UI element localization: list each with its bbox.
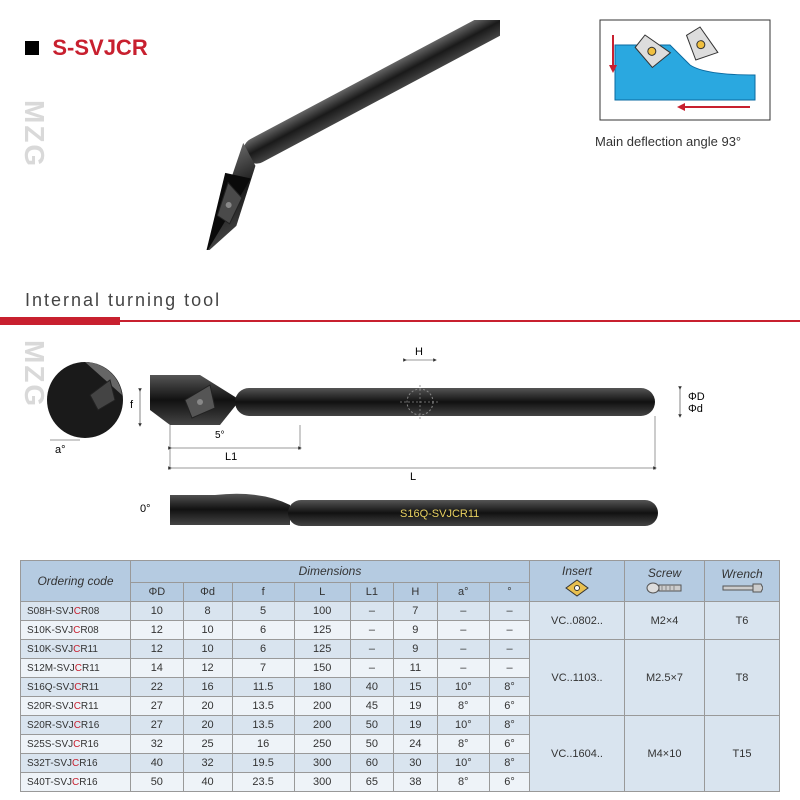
screw-cell: M2.5×7 bbox=[625, 640, 705, 716]
th-ordering: Ordering code bbox=[21, 561, 131, 602]
code-cell: S08H-SVJCR08 bbox=[21, 602, 131, 621]
screw-icon bbox=[645, 580, 685, 596]
code-cell: S16Q-SVJCR11 bbox=[21, 678, 131, 697]
technical-diagram: a° H ΦD Φd f 5° L1 L 0° S16Q-SVJCR11 bbox=[40, 340, 760, 550]
tool-photo bbox=[80, 20, 500, 250]
deflection-label: Main deflection angle 93° bbox=[595, 134, 775, 149]
model-label: S16Q-SVJCR11 bbox=[400, 508, 479, 520]
wrench-cell: T6 bbox=[705, 602, 780, 640]
insert-cell: VC..1103.. bbox=[530, 640, 625, 716]
table-row: S08H-SVJCR081085100–7––VC..0802..M2×4T6 bbox=[21, 602, 780, 621]
svg-text:Φd: Φd bbox=[688, 403, 703, 415]
svg-text:L1: L1 bbox=[225, 451, 237, 463]
screw-cell: M4×10 bbox=[625, 716, 705, 792]
screw-cell: M2×4 bbox=[625, 602, 705, 640]
th-dimensions: Dimensions bbox=[131, 561, 530, 583]
spec-table: Ordering code Dimensions Insert Screw Wr… bbox=[20, 560, 780, 792]
insert-icon bbox=[562, 578, 592, 598]
svg-text:L: L bbox=[410, 471, 416, 483]
watermark: MZG bbox=[18, 100, 50, 168]
th-insert: Insert bbox=[530, 561, 625, 602]
svg-text:5°: 5° bbox=[215, 430, 225, 441]
code-cell: S40T-SVJCR16 bbox=[21, 773, 131, 792]
wrench-icon bbox=[721, 581, 763, 595]
svg-text:0°: 0° bbox=[140, 503, 151, 515]
bullet-icon bbox=[25, 41, 39, 55]
wrench-cell: T8 bbox=[705, 640, 780, 716]
wrench-cell: T15 bbox=[705, 716, 780, 792]
code-cell: S12M-SVJCR11 bbox=[21, 659, 131, 678]
code-cell: S25S-SVJCR16 bbox=[21, 735, 131, 754]
code-cell: S20R-SVJCR16 bbox=[21, 716, 131, 735]
section-title: Internal turning tool bbox=[25, 290, 221, 311]
dim-a: a° bbox=[55, 444, 66, 456]
svg-text:ΦD: ΦD bbox=[688, 391, 705, 403]
insert-cell: VC..0802.. bbox=[530, 602, 625, 640]
th-screw: Screw bbox=[625, 561, 705, 602]
dim-H: H bbox=[415, 346, 423, 358]
code-cell: S32T-SVJCR16 bbox=[21, 754, 131, 773]
table-row: S10K-SVJCR1112106125–9––VC..1103..M2.5×7… bbox=[21, 640, 780, 659]
table-row: S20R-SVJCR16272013.5200501910°8°VC..1604… bbox=[21, 716, 780, 735]
th-wrench: Wrench bbox=[705, 561, 780, 602]
insert-cell: VC..1604.. bbox=[530, 716, 625, 792]
code-cell: S20R-SVJCR11 bbox=[21, 697, 131, 716]
deflection-diagram: Main deflection angle 93° bbox=[595, 15, 775, 149]
code-cell: S10K-SVJCR11 bbox=[21, 640, 131, 659]
code-cell: S10K-SVJCR08 bbox=[21, 621, 131, 640]
divider bbox=[0, 320, 800, 322]
svg-text:f: f bbox=[130, 399, 134, 411]
